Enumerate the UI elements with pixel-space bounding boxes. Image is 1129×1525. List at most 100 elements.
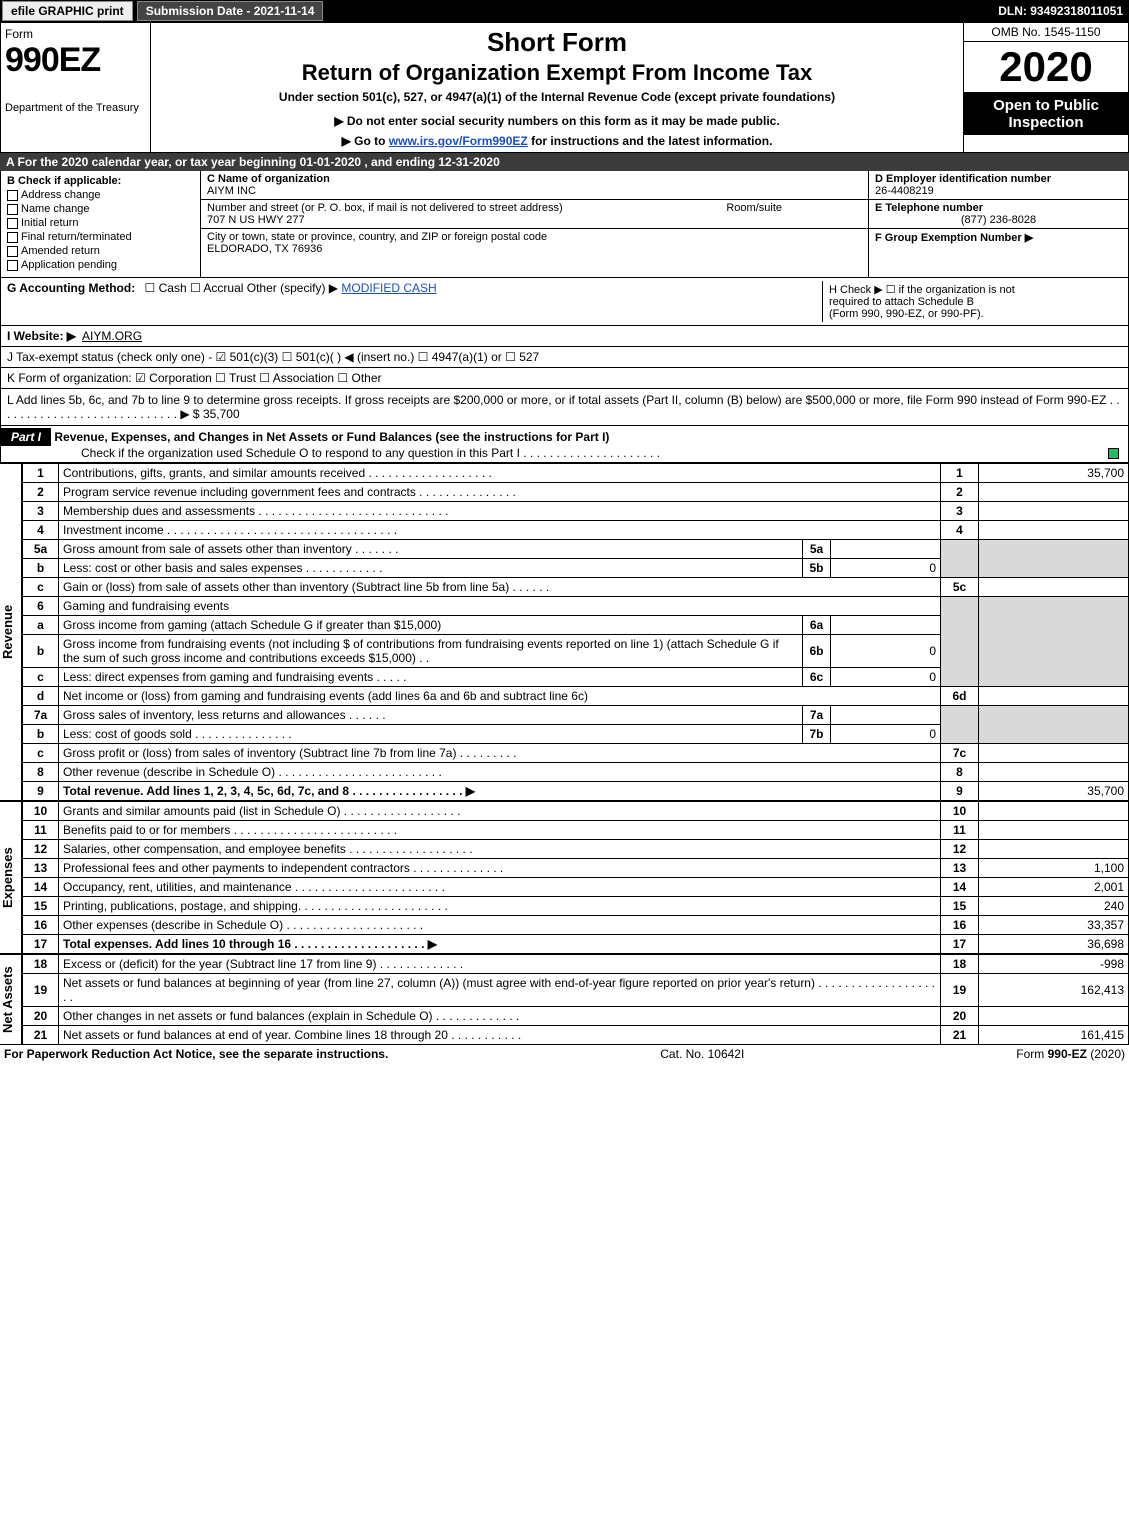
header-right: OMB No. 1545-1150 2020 Open to Public In… <box>963 23 1128 152</box>
netassets-table: 18Excess or (deficit) for the year (Subt… <box>22 954 1129 1045</box>
row-2: 2Program service revenue including gover… <box>23 483 1129 502</box>
row-11: 11Benefits paid to or for members . . . … <box>23 821 1129 840</box>
g-h-row: G Accounting Method: ☐ Cash ☐ Accrual Ot… <box>0 278 1129 326</box>
f-label: F Group Exemption Number ▶ <box>875 232 1033 244</box>
revenue-side-label: Revenue <box>0 463 22 801</box>
expenses-table: 10Grants and similar amounts paid (list … <box>22 801 1129 954</box>
city-label: City or town, state or province, country… <box>207 231 547 243</box>
row-16: 16Other expenses (describe in Schedule O… <box>23 916 1129 935</box>
room-label: Room/suite <box>726 202 782 214</box>
row-5a: 5aGross amount from sale of assets other… <box>23 540 1129 559</box>
row-20: 20Other changes in net assets or fund ba… <box>23 1007 1129 1026</box>
street-value: 707 N US HWY 277 <box>207 214 305 226</box>
title-short-form: Short Form <box>157 27 957 58</box>
street-label: Number and street (or P. O. box, if mail… <box>207 202 563 214</box>
h-line3: (Form 990, 990-EZ, or 990-PF). <box>829 308 1116 320</box>
website-link[interactable]: AIYM.ORG <box>82 329 142 343</box>
h-line2: required to attach Schedule B <box>829 296 1116 308</box>
part1-header: Part I Revenue, Expenses, and Changes in… <box>0 426 1129 463</box>
netassets-side-label: Net Assets <box>0 954 22 1045</box>
form-word: Form <box>5 27 146 41</box>
expenses-section: Expenses 10Grants and similar amounts pa… <box>0 801 1129 954</box>
ein-value: 26-4408219 <box>875 185 934 197</box>
cb-initial-return[interactable]: Initial return <box>7 217 194 229</box>
k-row: K Form of organization: ☑ Corporation ☐ … <box>0 368 1129 389</box>
l-row: L Add lines 5b, 6c, and 7b to line 9 to … <box>0 389 1129 426</box>
part1-title: Revenue, Expenses, and Changes in Net As… <box>54 430 609 444</box>
row-12: 12Salaries, other compensation, and empl… <box>23 840 1129 859</box>
row-8: 8Other revenue (describe in Schedule O) … <box>23 763 1129 782</box>
row-18: 18Excess or (deficit) for the year (Subt… <box>23 955 1129 974</box>
row-10: 10Grants and similar amounts paid (list … <box>23 802 1129 821</box>
goto-post: for instructions and the latest informat… <box>528 134 773 148</box>
irs-link[interactable]: www.irs.gov/Form990EZ <box>389 134 528 148</box>
revenue-table: 1Contributions, gifts, grants, and simil… <box>22 463 1129 801</box>
goto-pre: ▶ Go to <box>342 134 389 148</box>
omb-number: OMB No. 1545-1150 <box>964 23 1128 42</box>
row-5c: cGain or (loss) from sale of assets othe… <box>23 578 1129 597</box>
tax-year: 2020 <box>964 42 1128 93</box>
cb-application-pending[interactable]: Application pending <box>7 259 194 271</box>
row-14: 14Occupancy, rent, utilities, and mainte… <box>23 878 1129 897</box>
cb-name-change[interactable]: Name change <box>7 203 194 215</box>
part1-label: Part I <box>1 428 51 446</box>
row-9: 9Total revenue. Add lines 1, 2, 3, 4, 5c… <box>23 782 1129 801</box>
efile-print-button[interactable]: efile GRAPHIC print <box>2 1 133 21</box>
row-4: 4Investment income . . . . . . . . . . .… <box>23 521 1129 540</box>
k-text: K Form of organization: ☑ Corporation ☐ … <box>7 371 382 385</box>
open-to-public: Open to Public Inspection <box>964 93 1128 135</box>
city-value: ELDORADO, TX 76936 <box>207 243 322 255</box>
d-label: D Employer identification number <box>875 173 1051 185</box>
row-7c: cGross profit or (loss) from sales of in… <box>23 744 1129 763</box>
h-box: H Check ▶ ☐ if the organization is not r… <box>822 281 1122 322</box>
footer-right: Form 990-EZ (2020) <box>1016 1047 1125 1061</box>
part1-checkbox[interactable] <box>1108 446 1122 460</box>
phone-value: (877) 236-8028 <box>875 214 1122 226</box>
org-name-cell: C Name of organization AIYM INC <box>201 171 868 200</box>
subtitle-under: Under section 501(c), 527, or 4947(a)(1)… <box>157 90 957 104</box>
page-footer: For Paperwork Reduction Act Notice, see … <box>0 1045 1129 1063</box>
do-not-enter-ssn: ▶ Do not enter social security numbers o… <box>157 114 957 128</box>
h-line1: H Check ▶ ☐ if the organization is not <box>829 283 1116 296</box>
cb-final-return[interactable]: Final return/terminated <box>7 231 194 243</box>
goto-line: ▶ Go to www.irs.gov/Form990EZ for instru… <box>157 134 957 148</box>
j-text: J Tax-exempt status (check only one) - ☑… <box>7 350 539 364</box>
header-left: Form 990EZ Department of the Treasury <box>1 23 151 152</box>
row-21: 21Net assets or fund balances at end of … <box>23 1026 1129 1045</box>
phone-cell: E Telephone number (877) 236-8028 <box>869 200 1128 229</box>
g-label: G Accounting Method: <box>7 281 135 295</box>
right-column: D Employer identification number 26-4408… <box>868 171 1128 277</box>
period-bar: A For the 2020 calendar year, or tax yea… <box>0 153 1129 171</box>
row-15: 15Printing, publications, postage, and s… <box>23 897 1129 916</box>
street-cell: Number and street (or P. O. box, if mail… <box>201 200 868 229</box>
footer-center: Cat. No. 10642I <box>660 1047 744 1061</box>
row-1: 1Contributions, gifts, grants, and simil… <box>23 464 1129 483</box>
cb-address-change[interactable]: Address change <box>7 189 194 201</box>
cb-amended-return[interactable]: Amended return <box>7 245 194 257</box>
l-amount: 35,700 <box>203 407 240 421</box>
accounting-other: MODIFIED CASH <box>341 281 436 295</box>
row-17: 17Total expenses. Add lines 10 through 1… <box>23 935 1129 954</box>
city-cell: City or town, state or province, country… <box>201 229 868 257</box>
submission-date-button[interactable]: Submission Date - 2021-11-14 <box>137 1 324 21</box>
org-block: B Check if applicable: Address change Na… <box>0 171 1129 278</box>
i-label: I Website: ▶ <box>7 329 76 343</box>
checkbox-column: B Check if applicable: Address change Na… <box>1 171 201 277</box>
i-row: I Website: ▶ AIYM.ORG <box>0 326 1129 347</box>
form-number: 990EZ <box>5 41 146 80</box>
c-label: C Name of organization <box>207 173 330 185</box>
expenses-side-label: Expenses <box>0 801 22 954</box>
form-header: Form 990EZ Department of the Treasury Sh… <box>0 22 1129 153</box>
title-return: Return of Organization Exempt From Incom… <box>157 60 957 86</box>
org-column: C Name of organization AIYM INC Number a… <box>201 171 868 277</box>
j-row: J Tax-exempt status (check only one) - ☑… <box>0 347 1129 368</box>
ein-cell: D Employer identification number 26-4408… <box>869 171 1128 200</box>
org-name: AIYM INC <box>207 185 256 197</box>
top-bar: efile GRAPHIC print Submission Date - 20… <box>0 0 1129 22</box>
row-13: 13Professional fees and other payments t… <box>23 859 1129 878</box>
revenue-section: Revenue 1Contributions, gifts, grants, a… <box>0 463 1129 801</box>
row-6: 6Gaming and fundraising events <box>23 597 1129 616</box>
row-6d: dNet income or (loss) from gaming and fu… <box>23 687 1129 706</box>
row-19: 19Net assets or fund balances at beginni… <box>23 974 1129 1007</box>
row-3: 3Membership dues and assessments . . . .… <box>23 502 1129 521</box>
